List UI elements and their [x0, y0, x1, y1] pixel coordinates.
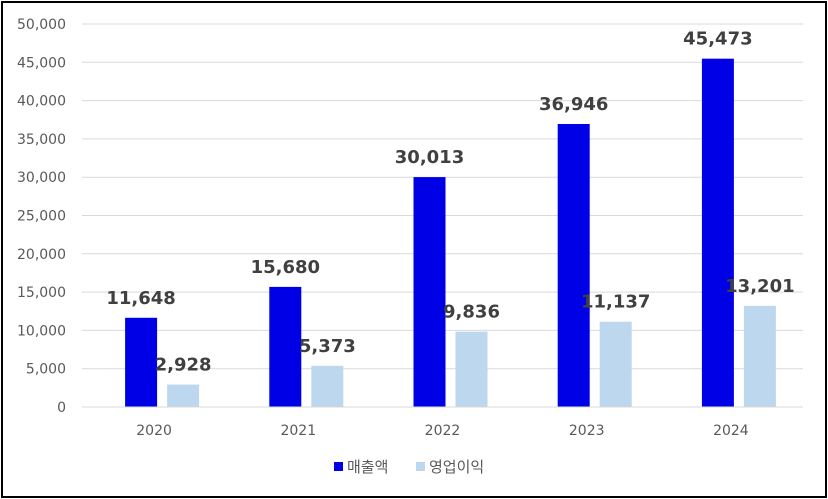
legend-label-sales: 매출액	[347, 458, 388, 476]
data-labels: 11,648 2,928 15,680 5,373 30,013 9,836 36,946 1…	[106, 29, 794, 376]
legend-swatch-sales	[334, 462, 343, 471]
data-label-operating-profit: 9,836	[443, 302, 500, 323]
bar-sales	[413, 177, 446, 407]
x-tick-label: 2024	[713, 423, 749, 439]
bar-sales	[557, 123, 590, 407]
bar-operating-profit	[167, 384, 200, 407]
x-tick-label: 2021	[280, 423, 316, 439]
y-tick-label: 5,000	[26, 362, 66, 378]
y-tick-label: 0	[57, 400, 66, 416]
data-label-sales: 30,013	[395, 147, 464, 168]
x-axis: 2020 2021 2022 2023 2024	[82, 406, 803, 439]
y-tick-label: 25,000	[17, 209, 66, 225]
bar-operating-profit	[743, 305, 776, 407]
bar-operating-profit	[455, 331, 488, 407]
bar-operating-profit	[599, 321, 632, 407]
y-tick-label: 15,000	[17, 285, 66, 301]
bar-sales	[701, 58, 734, 407]
y-tick-label: 30,000	[17, 170, 66, 186]
data-label-operating-profit: 2,928	[155, 355, 212, 376]
x-tick-label: 2020	[136, 423, 172, 439]
bar-operating-profit	[311, 365, 344, 407]
x-tick-label: 2022	[425, 423, 461, 439]
data-label-sales: 36,946	[539, 94, 608, 115]
data-label-operating-profit: 13,201	[725, 276, 794, 297]
y-tick-label: 20,000	[17, 247, 66, 263]
y-axis: 0 5,000 10,000 15,000 20,000 25,000 30,000 35,0…	[17, 17, 66, 416]
legend-label-operating-profit: 영업이익	[429, 458, 484, 476]
y-tick-label: 50,000	[17, 17, 66, 33]
bars	[125, 58, 776, 407]
legend-swatch-operating-profit	[416, 462, 425, 471]
data-label-sales: 11,648	[106, 288, 175, 309]
y-tick-label: 45,000	[17, 55, 66, 71]
data-label-sales: 15,680	[251, 257, 320, 278]
legend: 매출액 영업이익	[334, 458, 484, 476]
y-tick-label: 10,000	[17, 323, 66, 339]
bar-sales	[269, 286, 302, 407]
data-label-operating-profit: 5,373	[299, 336, 356, 357]
data-label-sales: 45,473	[683, 29, 752, 50]
x-tick-label: 2023	[569, 423, 605, 439]
y-tick-label: 35,000	[17, 132, 66, 148]
bar-sales	[125, 317, 158, 407]
y-tick-label: 40,000	[17, 94, 66, 110]
data-label-operating-profit: 11,137	[581, 292, 650, 313]
